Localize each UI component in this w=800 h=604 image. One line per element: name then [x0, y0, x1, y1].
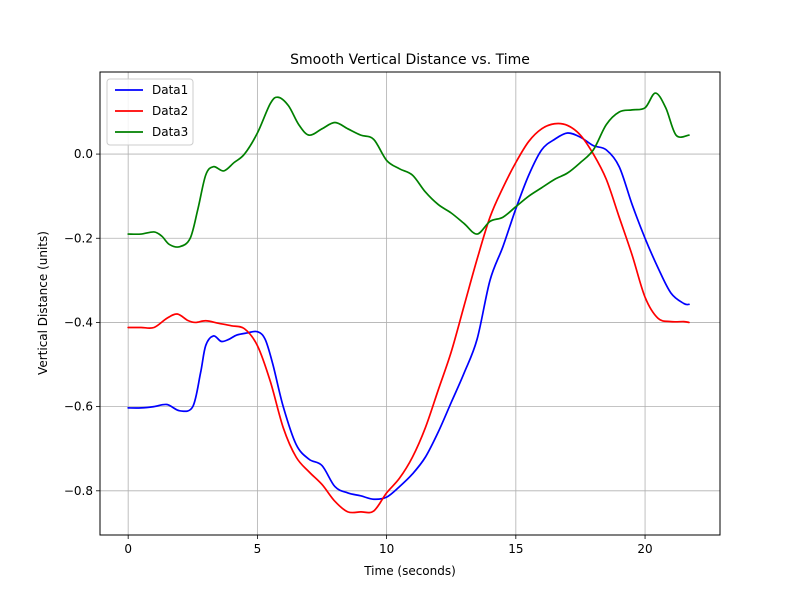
y-tick-label: −0.8	[64, 484, 93, 498]
legend: Data1 Data2 Data3	[106, 78, 194, 146]
y-tick-label: 0.0	[74, 147, 93, 161]
legend-box	[106, 78, 194, 146]
grid	[100, 72, 720, 535]
series-line-data2	[127, 122, 690, 514]
y-tick-label: −0.4	[64, 315, 93, 329]
legend-label-data2: Data2	[152, 104, 188, 118]
y-tick-label: −0.6	[64, 400, 93, 414]
x-tick-label: 15	[508, 542, 523, 556]
legend-label-data1: Data1	[152, 83, 188, 97]
chart-title: Smooth Vertical Distance vs. Time	[290, 52, 530, 68]
series-line-data1	[127, 132, 690, 501]
y-axis-label: Vertical Distance (units)	[36, 231, 50, 375]
x-tick-label: 10	[379, 542, 394, 556]
series-lines	[127, 92, 690, 514]
legend-label-data3: Data3	[152, 125, 188, 139]
x-axis-label: Time (seconds)	[363, 564, 456, 578]
x-tick-label: 0	[124, 542, 132, 556]
x-tick-label: 5	[254, 542, 262, 556]
y-tick-label: −0.2	[64, 231, 93, 245]
x-tick-label: 20	[637, 542, 652, 556]
axis-ticks: 0 5 10 15 20 −0.8 −0.6 −0.4 −0.2 0.0	[64, 147, 653, 556]
plot-frame	[99, 71, 721, 536]
series-line-data3	[127, 92, 690, 248]
